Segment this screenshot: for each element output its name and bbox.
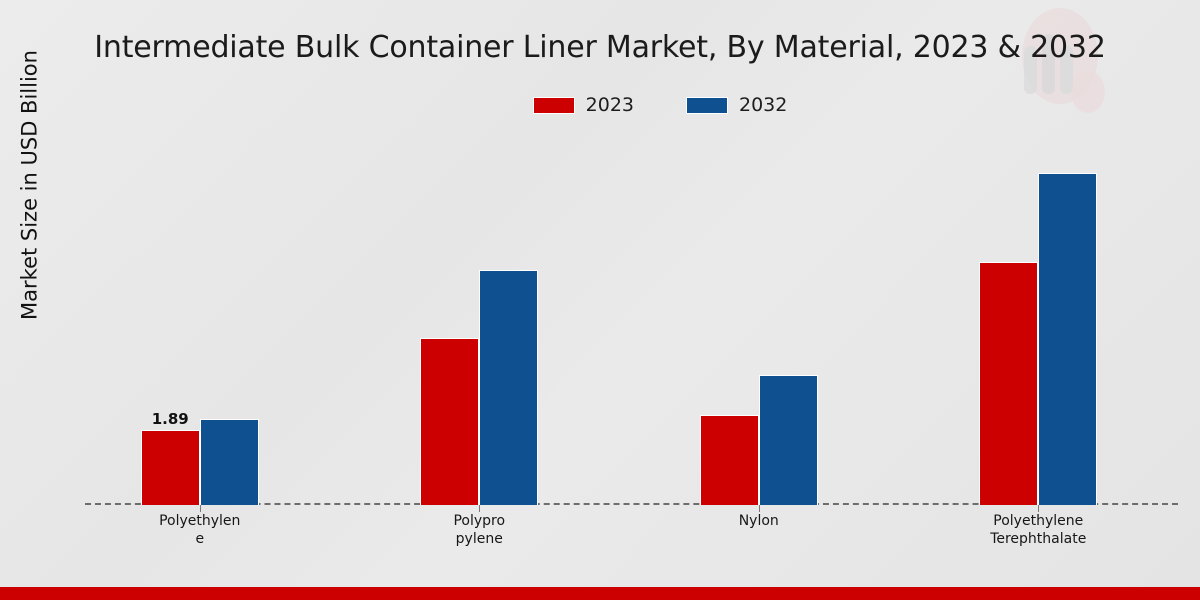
bar-pair: [699, 375, 818, 505]
bar-column: [479, 270, 539, 505]
x-axis-tick: [1038, 505, 1040, 512]
category-label-line: Nylon: [738, 513, 779, 529]
bar-2032[interactable]: [199, 419, 259, 505]
bar-column: 1.89: [140, 412, 200, 505]
legend-item-2032[interactable]: 2032: [686, 94, 787, 116]
footer-stripe: [0, 587, 1200, 600]
x-axis-baseline: [85, 503, 1178, 505]
y-axis-title: Market Size in USD Billion: [17, 50, 42, 320]
bar-2023[interactable]: [420, 338, 480, 505]
category-label-line: Polypro: [453, 513, 506, 529]
bar-column: [758, 375, 818, 505]
bar-pair: 1.89: [140, 412, 259, 505]
legend-label-2032: 2032: [739, 94, 788, 116]
bar-column: [420, 338, 480, 505]
bar-2023[interactable]: [979, 262, 1039, 505]
category-label: Polyethylen e: [60, 512, 340, 548]
chart-legend: 2023 2032: [0, 94, 1200, 116]
category-label-line: pylene: [455, 531, 503, 547]
category-label: Polypro pylene: [340, 512, 620, 548]
category-label: Nylon: [619, 512, 899, 548]
legend-swatch-2032-icon: [686, 96, 728, 114]
x-axis-tick: [199, 505, 201, 512]
plot-area: 1.89: [60, 130, 1179, 512]
bar-2032[interactable]: [479, 270, 539, 505]
bar-2032[interactable]: [1038, 173, 1098, 505]
category-label-line: e: [195, 531, 205, 547]
legend-item-2023[interactable]: 2023: [532, 94, 634, 116]
bar-column: [199, 419, 259, 505]
bar-pair: [420, 270, 539, 505]
bar-column: [699, 415, 759, 505]
category-label: Polyethylene Terephthalate: [899, 512, 1179, 548]
category-label-line: Terephthalate: [990, 531, 1087, 547]
bar-group: 1.89: [60, 130, 340, 512]
bar-column: [979, 262, 1039, 505]
bar-2032[interactable]: [758, 375, 818, 505]
category-label-line: Polyethylen: [159, 513, 241, 529]
bar-column: [1038, 173, 1098, 505]
chart-title: Intermediate Bulk Container Liner Market…: [94, 30, 1106, 65]
legend-swatch-2023-icon: [532, 96, 575, 114]
bar-group: [340, 130, 620, 512]
category-label-line: Polyethylene: [993, 513, 1084, 529]
bar-groups: 1.89: [60, 130, 1179, 512]
legend-label-2023: 2023: [585, 94, 634, 116]
bar-group: [619, 130, 899, 512]
bar-2023[interactable]: [140, 430, 200, 505]
x-axis-category-labels: Polyethylen e Polypro pylene Nylon Polyethyle…: [60, 512, 1178, 548]
bar-group: [899, 130, 1179, 512]
bar-value-label: 1.89: [151, 410, 189, 428]
x-axis-tick: [479, 505, 481, 512]
bar-pair: [979, 173, 1098, 505]
x-axis-tick: [758, 505, 760, 512]
bar-2023[interactable]: [699, 415, 759, 505]
